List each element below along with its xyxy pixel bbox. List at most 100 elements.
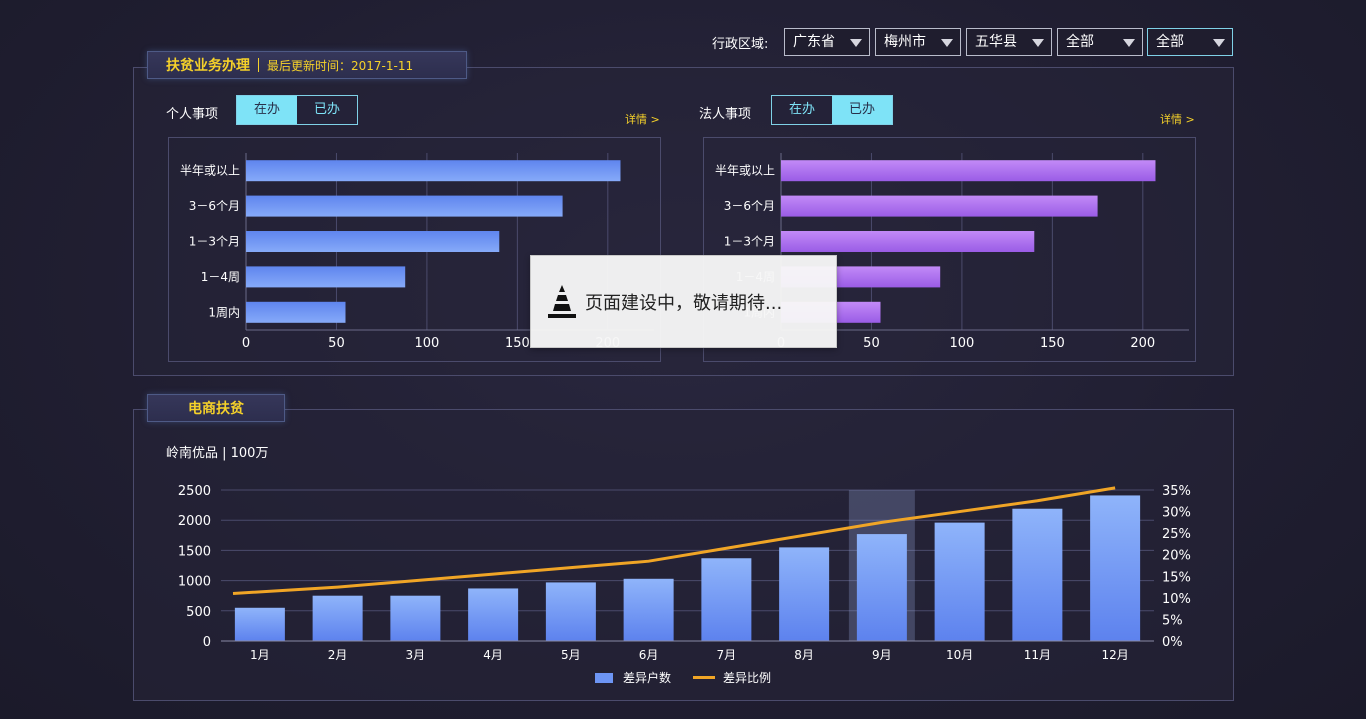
bar	[701, 558, 752, 641]
personal-tab-in-progress[interactable]: 在办	[237, 96, 297, 124]
chevron-down-icon	[941, 39, 953, 47]
bar	[246, 160, 621, 182]
bar	[234, 607, 285, 641]
bar	[312, 595, 363, 641]
right-tick-label: 5%	[1162, 613, 1183, 628]
month-label: 11月	[1024, 648, 1051, 662]
ecommerce-legend: 差异户数 差异比例	[595, 669, 771, 686]
legend-bar-swatch	[595, 672, 613, 683]
corporate-matters-label: 法人事项	[699, 107, 752, 122]
left-tick-label: 500	[186, 605, 211, 620]
ecommerce-panel-title: 电商扶贫	[188, 401, 244, 417]
month-label: 7月	[717, 648, 737, 662]
month-label: 10月	[946, 648, 973, 662]
bar	[856, 534, 907, 641]
corporate-tab-done[interactable]: 已办	[832, 96, 892, 124]
region-filter-label: 行政区域:	[712, 36, 769, 52]
month-label: 8月	[794, 648, 814, 662]
bar	[623, 578, 674, 641]
month-label: 5月	[561, 648, 581, 662]
right-tick-label: 10%	[1162, 592, 1191, 607]
tag-divider	[258, 58, 259, 72]
bar	[468, 588, 519, 641]
chevron-down-icon	[1123, 39, 1135, 47]
right-tick-label: 0%	[1162, 635, 1183, 650]
region-filter-bar: 行政区域:	[712, 28, 774, 56]
x-tick-label: 150	[1040, 336, 1065, 351]
left-tick-label: 1000	[178, 575, 211, 590]
city-select[interactable]: 梅州市	[875, 28, 961, 56]
town-select-value: 全部	[1066, 34, 1094, 50]
bar	[246, 231, 500, 252]
under-construction-dialog: 页面建设中，敬请期待...	[530, 255, 837, 348]
personal-matters-label: 个人事项	[166, 107, 219, 122]
category-label: 1－4周	[201, 270, 240, 284]
category-label: 1－3个月	[724, 235, 775, 249]
right-tick-label: 35%	[1162, 484, 1191, 499]
county-select-value: 五华县	[975, 34, 1017, 50]
personal-status-toggle: 在办 已办	[236, 95, 358, 125]
corporate-status-toggle: 在办 已办	[771, 95, 893, 125]
category-label: 1－3个月	[189, 235, 240, 249]
legend-bar-label: 差异户数	[623, 671, 672, 685]
x-tick-label: 50	[328, 336, 345, 351]
month-label: 1月	[250, 648, 270, 662]
chevron-down-icon	[1032, 39, 1044, 47]
x-tick-label: 150	[505, 336, 530, 351]
x-tick-label: 200	[1130, 336, 1155, 351]
ecommerce-panel-tag: 电商扶贫	[147, 394, 285, 422]
bar	[934, 522, 985, 641]
poverty-panel-tag: 扶贫业务办理 最后更新时间：2017-1-11	[147, 51, 467, 79]
traffic-cone-icon	[548, 284, 576, 318]
left-tick-label: 0	[203, 635, 211, 650]
province-select-value: 广东省	[793, 34, 835, 50]
ratio-line	[232, 486, 1116, 596]
city-select-value: 梅州市	[884, 34, 926, 50]
bar	[545, 582, 596, 641]
bar	[779, 547, 830, 641]
right-tick-label: 15%	[1162, 570, 1191, 585]
legend-line-swatch	[693, 676, 716, 679]
town-select[interactable]: 全部	[1057, 28, 1143, 56]
county-select[interactable]: 五华县	[966, 28, 1052, 56]
x-tick-label: 100	[414, 336, 439, 351]
bar	[781, 195, 1098, 217]
bar	[246, 301, 346, 323]
ecommerce-subtitle: 岭南优品 | 100万	[166, 446, 269, 461]
personal-tab-done[interactable]: 已办	[297, 96, 357, 124]
bar	[246, 266, 406, 288]
left-tick-label: 2000	[178, 514, 211, 529]
bar	[1012, 508, 1063, 641]
ecommerce-combo-chart: 0 500 1000 1500 2000 2500 0% 5% 10% 15% 20% 25% 30% 3…	[178, 484, 1191, 662]
corporate-tab-in-progress[interactable]: 在办	[772, 96, 832, 124]
province-select[interactable]: 广东省	[784, 28, 870, 56]
bar	[246, 195, 563, 217]
month-label: 6月	[639, 648, 659, 662]
village-select-value: 全部	[1156, 34, 1184, 50]
bar	[390, 595, 441, 641]
village-select[interactable]: 全部	[1147, 28, 1233, 56]
month-label: 2月	[328, 648, 348, 662]
under-construction-message: 页面建设中，敬请期待...	[585, 292, 783, 314]
x-tick-label: 100	[949, 336, 974, 351]
personal-detail-link[interactable]: 详情 >	[625, 113, 660, 126]
month-label: 4月	[483, 648, 503, 662]
bar	[781, 160, 1156, 182]
corporate-detail-link[interactable]: 详情 >	[1160, 113, 1195, 126]
month-label: 12月	[1101, 648, 1128, 662]
chevron-down-icon	[850, 39, 862, 47]
bar	[1090, 495, 1141, 641]
x-tick-label: 0	[242, 336, 250, 351]
month-label: 9月	[872, 648, 892, 662]
chevron-down-icon	[1213, 39, 1225, 47]
legend-line-label: 差异比例	[723, 671, 772, 685]
category-label: 3－6个月	[724, 199, 775, 213]
category-label: 1周内	[208, 305, 240, 319]
left-tick-label: 2500	[178, 484, 211, 499]
poverty-panel-title: 扶贫业务办理	[166, 58, 250, 74]
left-tick-label: 1500	[178, 544, 211, 559]
bar	[781, 231, 1035, 252]
right-tick-label: 30%	[1162, 506, 1191, 521]
